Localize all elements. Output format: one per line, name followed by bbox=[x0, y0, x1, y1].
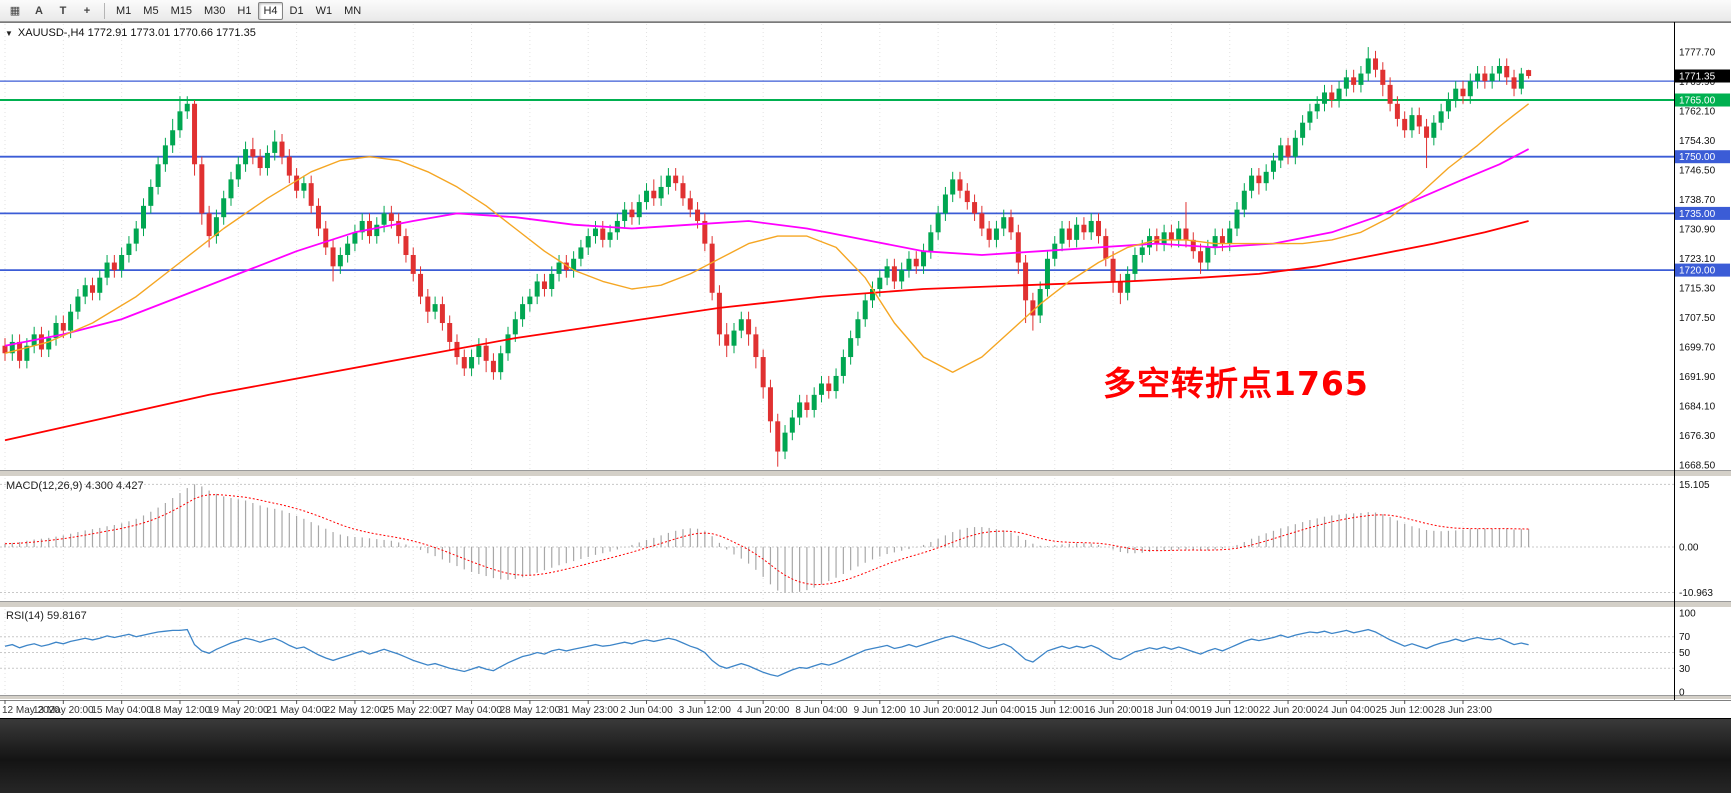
macd-pane[interactable] bbox=[0, 483, 1674, 593]
symbol-info-line: ▼ XAUUSD-,H4 1772.91 1773.01 1770.66 177… bbox=[5, 27, 256, 39]
svg-text:-10.963: -10.963 bbox=[1679, 588, 1713, 599]
svg-text:27 May 04:00: 27 May 04:00 bbox=[441, 705, 502, 716]
toolbar: ▦ A T + M1 M5 M15 M30 H1 H4 D1 W1 MN bbox=[0, 0, 1731, 22]
svg-text:1762.10: 1762.10 bbox=[1679, 106, 1716, 117]
svg-text:1777.70: 1777.70 bbox=[1679, 48, 1716, 59]
svg-text:12 May 2020: 12 May 2020 bbox=[2, 705, 60, 716]
svg-text:1765.00: 1765.00 bbox=[1679, 96, 1716, 107]
toolbar-separator bbox=[104, 2, 105, 19]
timeframe-buttons-group: M1 M5 M15 M30 H1 H4 D1 W1 MN bbox=[110, 1, 367, 20]
svg-text:28 May 12:00: 28 May 12:00 bbox=[500, 705, 561, 716]
svg-text:1668.50: 1668.50 bbox=[1679, 460, 1716, 471]
svg-text:1750.00: 1750.00 bbox=[1679, 152, 1716, 163]
svg-text:100: 100 bbox=[1679, 609, 1696, 620]
timeframe-button-w1[interactable]: W1 bbox=[315, 4, 333, 17]
svg-text:28 Jun 23:00: 28 Jun 23:00 bbox=[1434, 705, 1492, 716]
svg-text:19 Jun 12:00: 19 Jun 12:00 bbox=[1201, 705, 1259, 716]
bottom-dark-panel bbox=[0, 719, 1731, 793]
svg-text:15 Jun 12:00: 15 Jun 12:00 bbox=[1026, 705, 1084, 716]
svg-text:10 Jun 20:00: 10 Jun 20:00 bbox=[909, 705, 967, 716]
timeframe-button-m1[interactable]: M1 bbox=[116, 4, 132, 17]
svg-text:0.00: 0.00 bbox=[1679, 543, 1699, 554]
rsi-pane[interactable] bbox=[0, 628, 1674, 677]
svg-text:1754.30: 1754.30 bbox=[1679, 136, 1716, 147]
crosshair-icon[interactable]: + bbox=[83, 4, 91, 17]
svg-text:1720.00: 1720.00 bbox=[1679, 266, 1716, 277]
svg-text:24 Jun 04:00: 24 Jun 04:00 bbox=[1317, 705, 1375, 716]
svg-text:1707.50: 1707.50 bbox=[1679, 313, 1716, 324]
svg-text:1738.70: 1738.70 bbox=[1679, 195, 1716, 206]
timeframe-button-mn[interactable]: MN bbox=[344, 4, 362, 17]
timeframe-button-m30[interactable]: M30 bbox=[203, 4, 226, 17]
price-level-badge bbox=[1675, 93, 1730, 107]
rsi-indicator-label: RSI(14) 59.8167 bbox=[6, 610, 87, 622]
svg-text:22 Jun 20:00: 22 Jun 20:00 bbox=[1259, 705, 1317, 716]
macd-indicator-label: MACD(12,26,9) 4.300 4.427 bbox=[6, 480, 144, 492]
svg-text:3 Jun 12:00: 3 Jun 12:00 bbox=[679, 705, 732, 716]
svg-text:70: 70 bbox=[1679, 632, 1691, 643]
svg-text:2 Jun 04:00: 2 Jun 04:00 bbox=[620, 705, 673, 716]
ma-slow-red[interactable] bbox=[4, 220, 1529, 442]
chart-window-icon[interactable]: ▦ bbox=[9, 5, 21, 17]
svg-text:1735.00: 1735.00 bbox=[1679, 209, 1716, 220]
text-label-icon[interactable]: T bbox=[59, 4, 67, 17]
svg-text:1676.30: 1676.30 bbox=[1679, 431, 1716, 442]
svg-text:1723.10: 1723.10 bbox=[1679, 254, 1716, 265]
horizontal-level-lines[interactable] bbox=[0, 80, 1674, 272]
price-level-badge bbox=[1675, 263, 1730, 277]
svg-text:31 May 23:00: 31 May 23:00 bbox=[558, 705, 619, 716]
svg-text:0: 0 bbox=[1679, 688, 1685, 699]
svg-text:9 Jun 12:00: 9 Jun 12:00 bbox=[854, 705, 907, 716]
current-price-badge bbox=[1675, 69, 1730, 83]
svg-text:22 May 12:00: 22 May 12:00 bbox=[325, 705, 386, 716]
svg-text:21 May 04:00: 21 May 04:00 bbox=[266, 705, 327, 716]
svg-text:25 May 22:00: 25 May 22:00 bbox=[383, 705, 444, 716]
rsi-line bbox=[4, 628, 1529, 677]
svg-text:15 May 04:00: 15 May 04:00 bbox=[91, 705, 152, 716]
svg-text:1684.10: 1684.10 bbox=[1679, 401, 1716, 412]
svg-text:16 Jun 20:00: 16 Jun 20:00 bbox=[1084, 705, 1142, 716]
svg-text:18 May 12:00: 18 May 12:00 bbox=[150, 705, 211, 716]
svg-text:25 Jun 12:00: 25 Jun 12:00 bbox=[1376, 705, 1434, 716]
svg-text:30: 30 bbox=[1679, 664, 1691, 675]
svg-text:13 May 20:00: 13 May 20:00 bbox=[33, 705, 94, 716]
svg-text:19 May 20:00: 19 May 20:00 bbox=[208, 705, 269, 716]
svg-text:1699.70: 1699.70 bbox=[1679, 342, 1716, 353]
chart-annotation-text: 多空转折点1765 bbox=[1103, 364, 1369, 403]
svg-text:1691.90: 1691.90 bbox=[1679, 372, 1716, 383]
ma-mid-magenta[interactable] bbox=[4, 148, 1530, 347]
price-level-badge bbox=[1675, 150, 1730, 164]
price-level-badge bbox=[1675, 206, 1730, 220]
annotate-text-icon[interactable]: A bbox=[35, 4, 43, 17]
symbol-ohlc-text: XAUUSD-,H4 1772.91 1773.01 1770.66 1771.… bbox=[17, 27, 256, 39]
toolbar-tools-group: ▦ A T + bbox=[3, 2, 99, 20]
svg-text:1746.50: 1746.50 bbox=[1679, 165, 1716, 176]
ma-fast-orange[interactable] bbox=[4, 103, 1530, 373]
svg-text:8 Jun 04:00: 8 Jun 04:00 bbox=[795, 705, 848, 716]
timeframe-button-h1[interactable]: H1 bbox=[237, 4, 252, 17]
svg-text:50: 50 bbox=[1679, 648, 1691, 659]
svg-text:12 Jun 04:00: 12 Jun 04:00 bbox=[968, 705, 1026, 716]
timeframe-button-m5[interactable]: M5 bbox=[143, 4, 159, 17]
svg-text:1715.30: 1715.30 bbox=[1679, 283, 1716, 294]
timeframe-button-m15[interactable]: M15 bbox=[170, 4, 192, 17]
svg-text:15.105: 15.105 bbox=[1679, 480, 1710, 491]
timeframe-button-h4[interactable]: H4 bbox=[258, 1, 283, 20]
chart-menu-icon: ▼ bbox=[5, 28, 13, 38]
svg-text:1771.35: 1771.35 bbox=[1679, 72, 1716, 83]
svg-text:4 Jun 20:00: 4 Jun 20:00 bbox=[737, 705, 790, 716]
svg-text:1730.90: 1730.90 bbox=[1679, 224, 1716, 235]
timeframe-button-d1[interactable]: D1 bbox=[289, 4, 304, 17]
price-axis[interactable]: 1777.701769.901762.101754.301746.501738.… bbox=[1674, 22, 1731, 700]
svg-text:18 Jun 04:00: 18 Jun 04:00 bbox=[1142, 705, 1200, 716]
candlesticks[interactable] bbox=[2, 47, 1532, 467]
